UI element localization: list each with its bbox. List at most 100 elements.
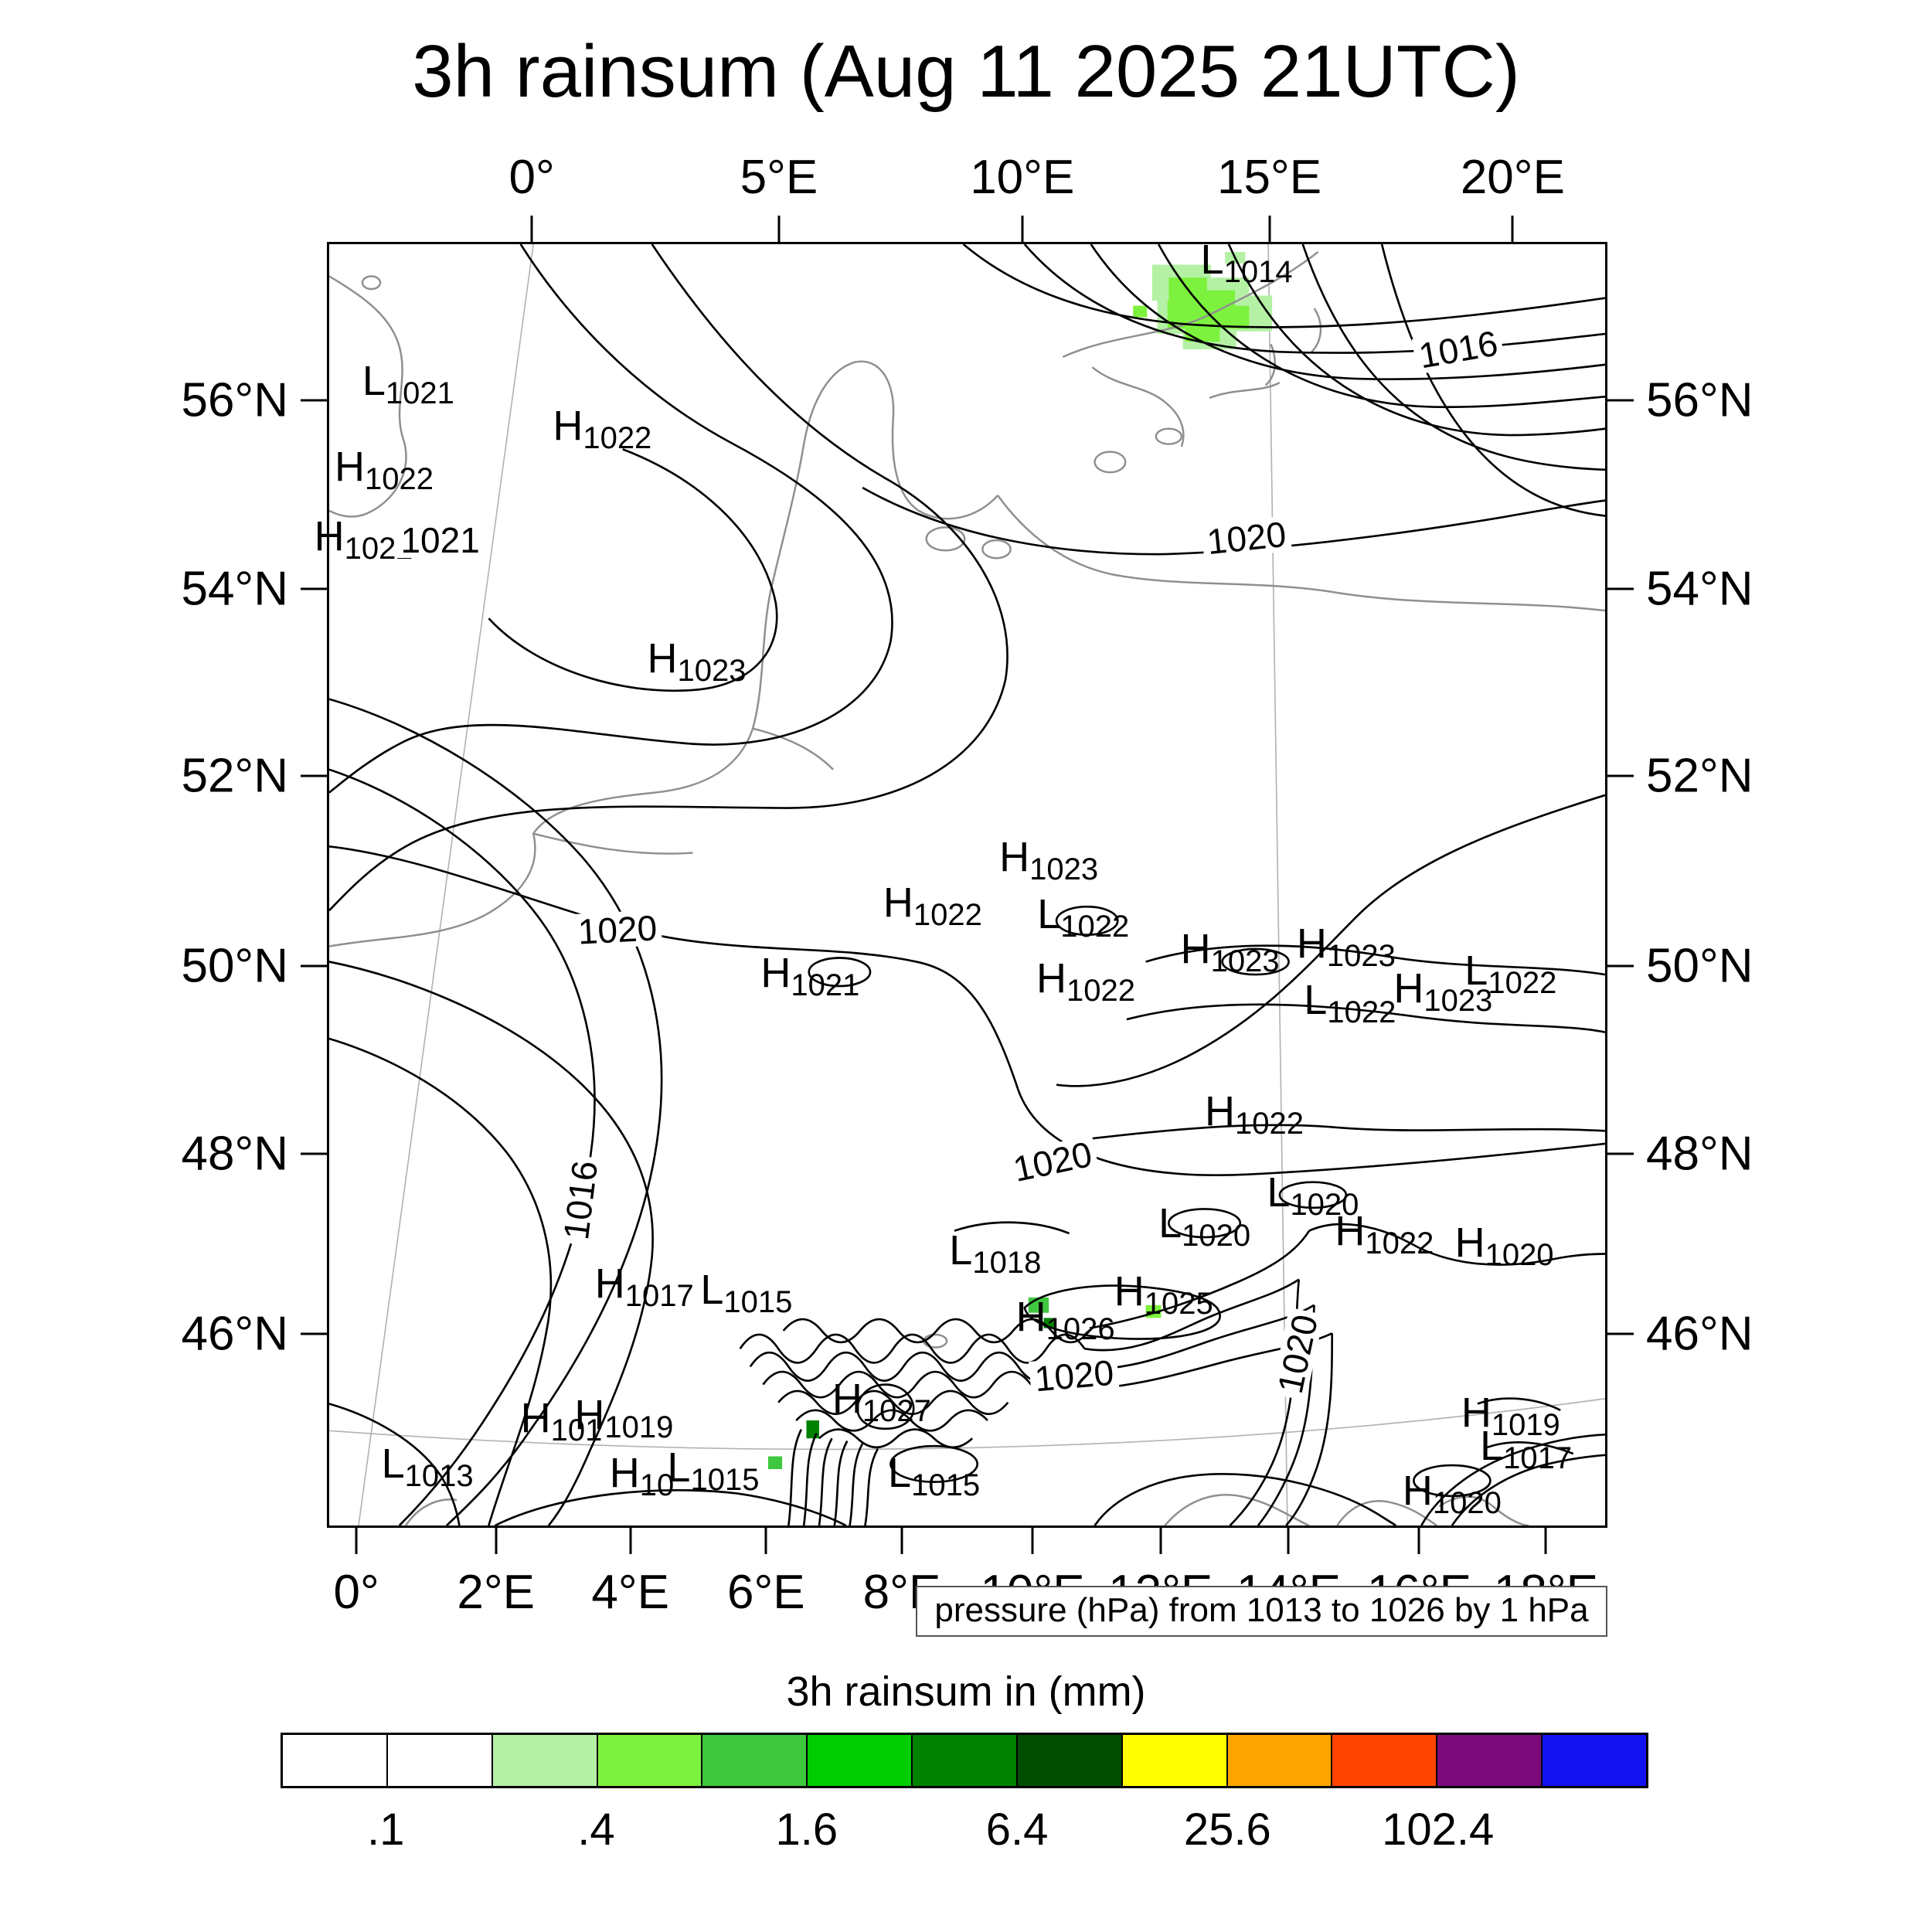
axis-tick xyxy=(355,1528,358,1554)
contour-value-label: 1021 xyxy=(396,522,485,558)
pressure-value: 1026 xyxy=(1046,1311,1115,1346)
pressure-letter: H xyxy=(1036,955,1067,1002)
pressure-value: 1023 xyxy=(1326,939,1396,974)
pressure-value: 1017 xyxy=(1503,1441,1573,1476)
pressure-letter: L xyxy=(667,1444,691,1492)
colorbar-tick-label: 102.4 xyxy=(1382,1804,1495,1855)
colorbar-cell xyxy=(911,1735,1016,1786)
axis-tick-label: 56°N xyxy=(1646,373,1753,427)
axis-top: 0° 5°E 10°E 15°E 20°E xyxy=(327,131,1607,242)
pressure-letter: H xyxy=(609,1450,640,1497)
pressure-center-high: H1027 xyxy=(832,1378,931,1427)
axis-tick-label: 2°E xyxy=(457,1566,536,1619)
axis-right: 56°N 54°N 52°N 50°N 48°N 46°N xyxy=(1607,242,1826,1528)
pressure-value: 1021 xyxy=(791,968,860,1003)
axis-left: 56°N 54°N 52°N 50°N 48°N 46°N xyxy=(108,242,327,1528)
colorbar-cell xyxy=(1541,1735,1646,1786)
pressure-letter: H xyxy=(520,1394,551,1441)
pressure-center-high: H1019 xyxy=(1461,1392,1560,1440)
colorbar-tick-label: .4 xyxy=(577,1804,615,1855)
axis-tick-label: 54°N xyxy=(1646,562,1753,616)
pressure-center-high: H101 xyxy=(520,1394,603,1446)
axis-tick xyxy=(1511,216,1514,242)
pressure-center-high: H1023 xyxy=(1393,968,1492,1016)
pressure-value: 1022 xyxy=(1327,995,1396,1030)
contour-value-label: 1020 xyxy=(1005,1134,1100,1189)
pressure-letter: H xyxy=(760,950,791,997)
axis-tick xyxy=(629,1528,632,1554)
pressure-center-high: H1022 xyxy=(883,882,982,930)
pressure-letter: H xyxy=(553,403,583,450)
axis-tick xyxy=(1607,964,1634,968)
pressure-center-high: H1022 xyxy=(1036,955,1135,1006)
pressure-center-high: H1023 xyxy=(999,833,1098,885)
pressure-letter: H xyxy=(999,833,1030,880)
axis-tick xyxy=(301,774,327,777)
axis-tick-label: 52°N xyxy=(181,749,288,803)
pressure-letter: H xyxy=(1114,1267,1145,1315)
pressure-letter: H xyxy=(1454,1219,1485,1266)
pressure-center-high: H1022 xyxy=(553,403,651,454)
axis-tick xyxy=(530,216,533,242)
axis-tick-label: 56°N xyxy=(181,373,288,427)
axis-tick xyxy=(1607,587,1634,590)
pressure-letter: L xyxy=(381,1440,405,1488)
pressure-letter: H xyxy=(1204,1088,1235,1135)
pressure-value: 1022 xyxy=(1066,974,1136,1009)
contour-value-label: 1020 xyxy=(1029,1352,1121,1399)
pressure-center-high: H1025 xyxy=(1114,1267,1213,1319)
axis-tick-label: 20°E xyxy=(1460,151,1565,204)
axis-tick-label: 48°N xyxy=(181,1127,288,1181)
colorbar-cell xyxy=(1121,1735,1226,1786)
axis-tick xyxy=(1417,1528,1420,1554)
pressure-center-high: H1020 xyxy=(1454,1219,1554,1270)
axis-tick-label: 50°N xyxy=(1646,939,1753,993)
colorbar-cell xyxy=(806,1735,912,1786)
pressure-value: 1015 xyxy=(690,1463,760,1498)
axis-tick xyxy=(1607,399,1634,402)
pressure-value: 1022 xyxy=(583,421,652,456)
pressure-value: 1022 xyxy=(1488,966,1557,1001)
pressure-letter: L xyxy=(1464,947,1488,995)
axis-tick xyxy=(495,1528,498,1554)
pressure-center-low: L1022 xyxy=(1464,947,1556,998)
axis-tick-label: 52°N xyxy=(1646,749,1753,803)
pressure-value: 1023 xyxy=(677,653,747,688)
axis-tick xyxy=(1268,216,1271,242)
axis-tick-label: 48°N xyxy=(1646,1127,1753,1181)
colorbar-cell xyxy=(1015,1735,1121,1786)
pressure-letter: L xyxy=(1200,236,1224,283)
pressure-center-high: H1022 xyxy=(1204,1088,1304,1139)
map-graphics xyxy=(329,244,1605,1526)
axis-tick-label: 6°E xyxy=(727,1566,805,1619)
colorbar-cell xyxy=(1331,1735,1437,1786)
pressure-letter: H xyxy=(647,634,678,682)
axis-tick-label: 10°E xyxy=(970,151,1075,204)
contour-value-label: 1020 xyxy=(1270,1307,1325,1401)
pressure-letter: H xyxy=(334,444,365,491)
colorbar-tick-label: .1 xyxy=(366,1804,405,1855)
pressure-center-low: L1022 xyxy=(1037,891,1129,942)
pressure-letter: L xyxy=(1304,977,1328,1024)
pressure-letter: H xyxy=(1402,1468,1433,1515)
pressure-center-high: H1022 xyxy=(1335,1210,1434,1259)
pressure-letter: L xyxy=(1037,891,1061,938)
pressure-value: 1017 xyxy=(624,1278,694,1313)
pressure-letter: H xyxy=(1015,1293,1046,1340)
axis-tick xyxy=(301,1332,327,1335)
pressure-value: 1023 xyxy=(1029,852,1099,886)
axis-tick xyxy=(900,1528,903,1554)
pressure-value: 1021 xyxy=(385,376,454,411)
pressure-letter: L xyxy=(888,1450,912,1497)
pressure-value: 1013 xyxy=(404,1459,474,1494)
pressure-center-low: L1015 xyxy=(888,1450,980,1501)
pressure-value: 1022 xyxy=(1060,910,1130,944)
pressure-letter: L xyxy=(362,358,386,405)
pressure-caption: pressure (hPa) from 1013 to 1026 by 1 hP… xyxy=(916,1586,1607,1637)
pressure-center-low: L1021 xyxy=(362,358,454,409)
colorbar-title: 3h rainsum in (mm) xyxy=(786,1668,1146,1715)
axis-tick-label: 50°N xyxy=(181,939,288,993)
pressure-letter: H xyxy=(594,1260,625,1307)
pressure-letter: L xyxy=(1267,1168,1291,1216)
